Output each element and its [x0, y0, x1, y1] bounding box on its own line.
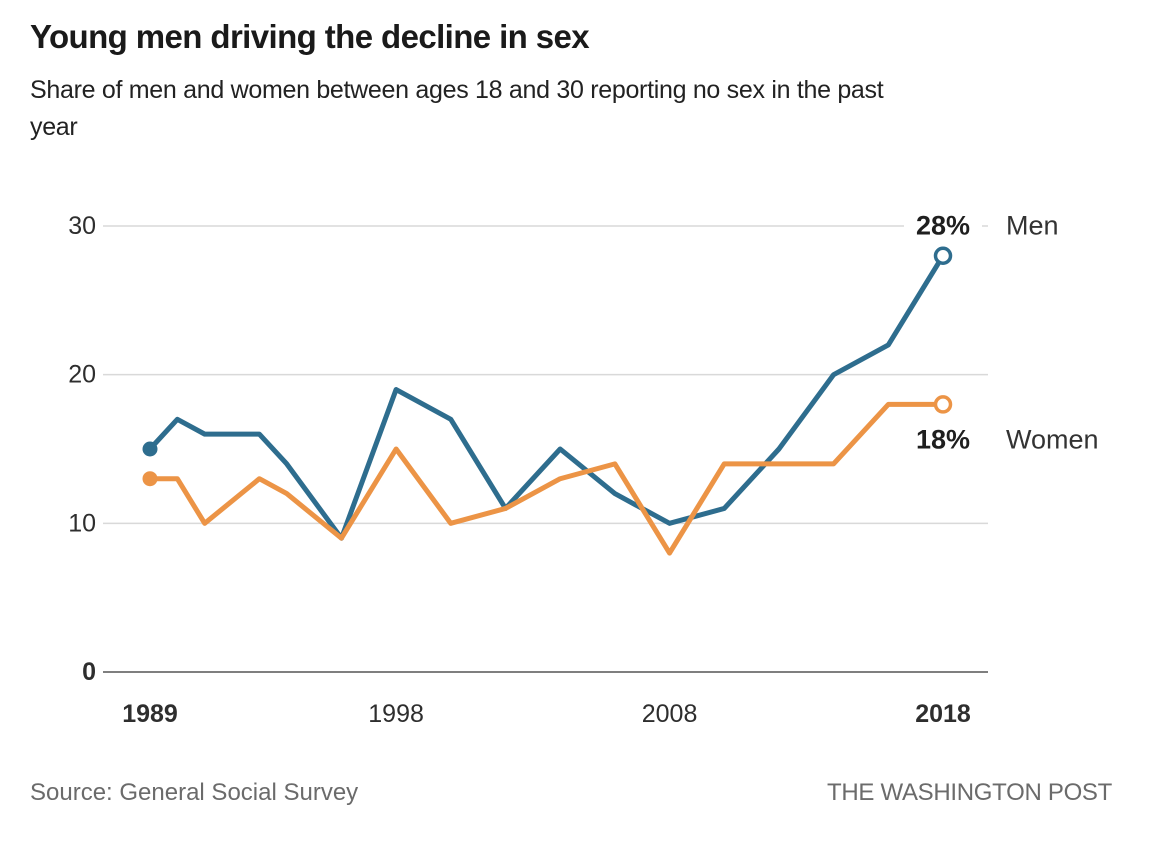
chart-subtitle-line-1: Share of men and women between ages 18 a…	[30, 76, 884, 104]
women-value-label: 18%	[916, 424, 970, 454]
chart-title: Young men driving the decline in sex	[30, 18, 590, 55]
men-series-label: Men	[1006, 211, 1059, 241]
x-axis-label-2018: 2018	[915, 700, 971, 728]
y-axis-label-0: 0	[82, 658, 96, 686]
x-axis-label-1989: 1989	[122, 700, 178, 728]
men-value-label-backing	[904, 209, 982, 242]
x-axis-label-1998: 1998	[368, 700, 424, 728]
publisher-credit: THE WASHINGTON POST	[827, 779, 1112, 806]
chart-subtitle-line-2: year	[30, 113, 78, 141]
y-axis-label-10: 10	[68, 509, 96, 537]
men-value-label: 28%	[916, 211, 970, 241]
men-end-marker	[933, 246, 953, 265]
men-start-dot	[142, 441, 158, 457]
y-axis-label-30: 30	[68, 212, 96, 240]
chart-subtitle: Share of men and women between ages 18 a…	[30, 72, 884, 146]
women-series-label: Women	[1006, 424, 1099, 454]
x-axis-label-2008: 2008	[642, 700, 698, 728]
y-axis-label-20: 20	[68, 361, 96, 389]
women-start-dot	[142, 471, 158, 487]
women-end-marker	[933, 395, 953, 414]
women-value-label-backing	[904, 423, 982, 456]
men-series-line	[148, 254, 946, 541]
source-note: Source: General Social Survey	[30, 779, 359, 806]
women-series-line	[150, 401, 943, 556]
